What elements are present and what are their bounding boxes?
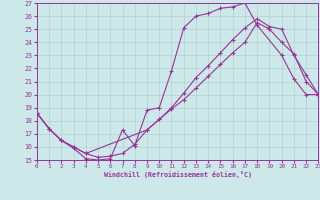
X-axis label: Windchill (Refroidissement éolien,°C): Windchill (Refroidissement éolien,°C)	[104, 171, 252, 178]
